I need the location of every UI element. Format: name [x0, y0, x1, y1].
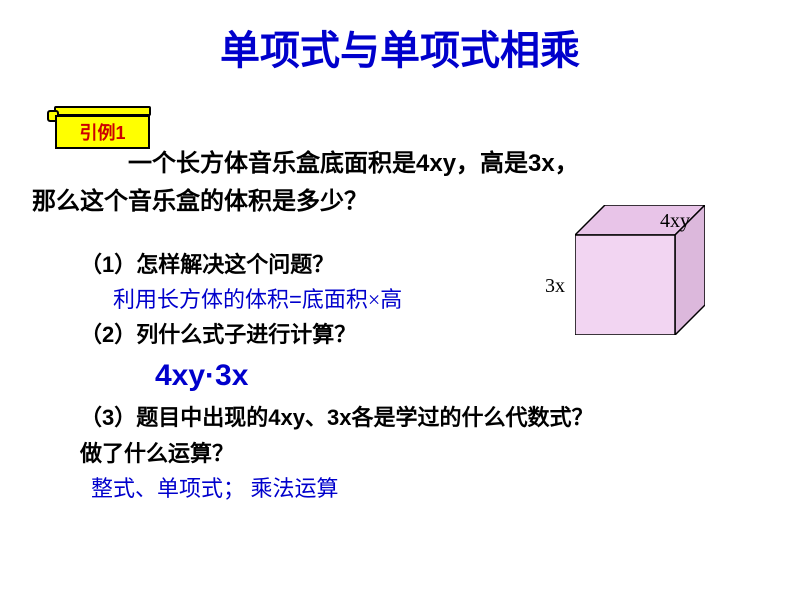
a1-a: 利用长方体的体积	[113, 287, 289, 312]
problem-term-3x: 3x	[528, 150, 555, 177]
q3-suffix-b: 各是学过的什么代数式？	[352, 405, 594, 430]
problem-term-4xy: 4xy	[416, 150, 456, 177]
cube-top-label: 4xy	[660, 210, 690, 233]
q1-prefix: （	[80, 252, 102, 277]
q3-mid: 、	[305, 405, 327, 430]
page-title: 单项式与单项式相乘	[0, 0, 800, 76]
example-label-text: 引例1	[79, 119, 125, 145]
q3-num: 3	[102, 405, 114, 430]
cube-side-label: 3x	[545, 275, 565, 298]
answer-3: 整式、单项式； 乘法运算	[91, 471, 740, 506]
question-3: （3）题目中出现的4xy、3x各是学过的什么代数式？ 做了什么运算？	[80, 400, 740, 470]
q3-term1: 4xy	[268, 405, 305, 430]
q1-num: 1	[102, 252, 114, 277]
example-label: 引例1	[55, 115, 150, 149]
q3-line2: 做了什么运算？	[80, 441, 234, 466]
answer-2: 4xy·3x	[155, 352, 740, 400]
problem-part-e: ，	[555, 150, 579, 177]
q3-suffix-a: ）题目中出现的	[114, 405, 268, 430]
q3-term2: 3x	[327, 405, 351, 430]
problem-part-c: ，高是	[456, 150, 528, 177]
q3-prefix: （	[80, 405, 102, 430]
a1-c: 底面积×高	[302, 287, 402, 312]
a1-eq: =	[289, 287, 302, 312]
problem-part-a: 一个长方体音乐盒底面积是	[128, 150, 416, 177]
q1-suffix: ）怎样解决这个问题？	[114, 252, 334, 277]
problem-line2: 那么这个音乐盒的体积是多少？	[32, 183, 368, 221]
